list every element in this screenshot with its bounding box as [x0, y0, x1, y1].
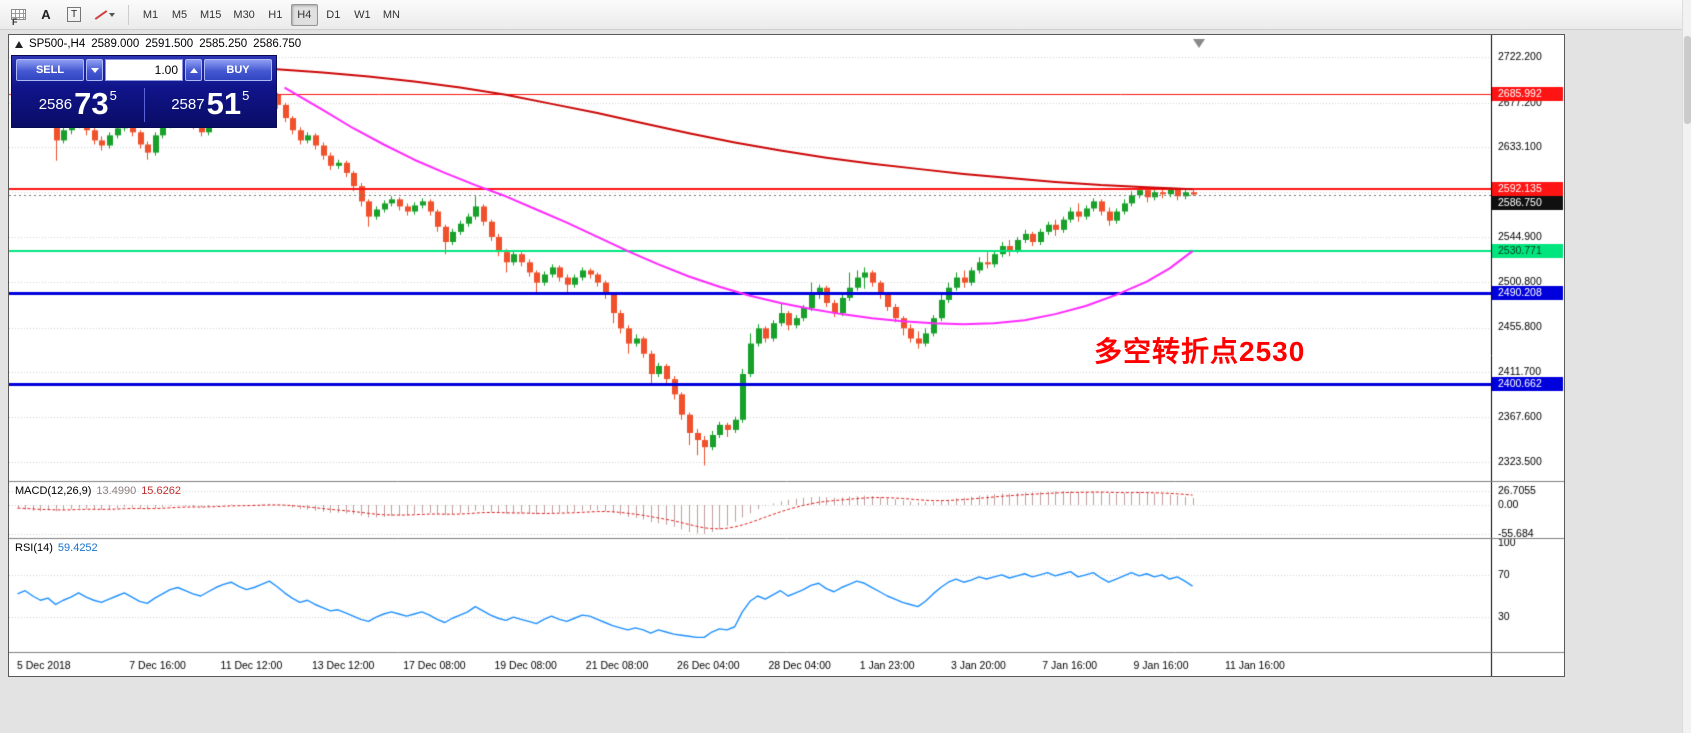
- timeframe-w1-button[interactable]: W1: [349, 4, 376, 26]
- text-label-tool-button[interactable]: A: [33, 4, 59, 26]
- timeframe-m1-button[interactable]: M1: [137, 4, 164, 26]
- buy-price-prefix: 2587: [171, 96, 205, 113]
- sell-button[interactable]: SELL: [16, 59, 84, 81]
- buy-price-big: 51: [206, 85, 242, 121]
- chevron-down-icon: [90, 67, 99, 73]
- chart-ohlc-header: SP500-,H4 2589.000 2591.500 2585.250 258…: [15, 38, 301, 50]
- symbol-marker-icon: [15, 40, 23, 48]
- shapes-tool-button[interactable]: [89, 4, 120, 26]
- scrollbar-thumb[interactable]: [1684, 36, 1691, 124]
- timeframe-m15-button[interactable]: M15: [195, 4, 226, 26]
- buy-price-pipette: 5: [242, 88, 250, 103]
- grid-icon: [10, 9, 26, 20]
- sell-price-prefix: 2586: [38, 96, 73, 113]
- sell-price-big: 73: [74, 85, 109, 121]
- high-value: 2591.500: [145, 38, 194, 50]
- buy-button[interactable]: BUY: [204, 59, 272, 81]
- symbol-title: SP500-,H4: [29, 38, 86, 50]
- chart-canvas[interactable]: [9, 35, 1564, 676]
- timeframe-mn-button[interactable]: MN: [378, 4, 405, 26]
- sell-price[interactable]: 2586 73 5: [12, 85, 144, 121]
- toolbar: F A T M1 M5 M15 M30 H1 H4 D1 W1 MN: [0, 0, 1691, 30]
- trendline-icon: [94, 9, 106, 21]
- text-box-tool-button[interactable]: T: [61, 4, 87, 26]
- toolbar-separator: [128, 4, 129, 25]
- open-value: 2589.000: [91, 38, 140, 50]
- timeframe-d1-button[interactable]: D1: [320, 4, 347, 26]
- timeframe-m5-button[interactable]: M5: [166, 4, 193, 26]
- text-box-icon: T: [66, 7, 82, 22]
- grid-tool-button[interactable]: [5, 4, 31, 26]
- low-value: 2585.250: [199, 38, 248, 50]
- buy-price[interactable]: 2587 51 5: [145, 85, 277, 121]
- chevron-down-icon: [109, 12, 115, 17]
- timeframe-m30-button[interactable]: M30: [228, 4, 259, 26]
- f-key-label: F: [12, 17, 18, 27]
- volume-input[interactable]: [105, 59, 183, 81]
- price-divider: [143, 88, 145, 122]
- vertical-scrollbar[interactable]: [1682, 0, 1691, 733]
- chevron-up-icon: [189, 67, 198, 73]
- volume-decrease-button[interactable]: [86, 59, 103, 81]
- sell-price-pipette: 5: [109, 88, 117, 103]
- close-value: 2586.750: [253, 38, 302, 50]
- volume-increase-button[interactable]: [185, 59, 202, 81]
- chart-window: SP500-,H4 2589.000 2591.500 2585.250 258…: [8, 34, 1565, 677]
- timeframe-h1-button[interactable]: H1: [262, 4, 289, 26]
- timeframe-h4-button[interactable]: H4: [290, 3, 318, 26]
- one-click-trading-panel: SELL BUY 2586 73 5 2587 51 5: [11, 55, 277, 128]
